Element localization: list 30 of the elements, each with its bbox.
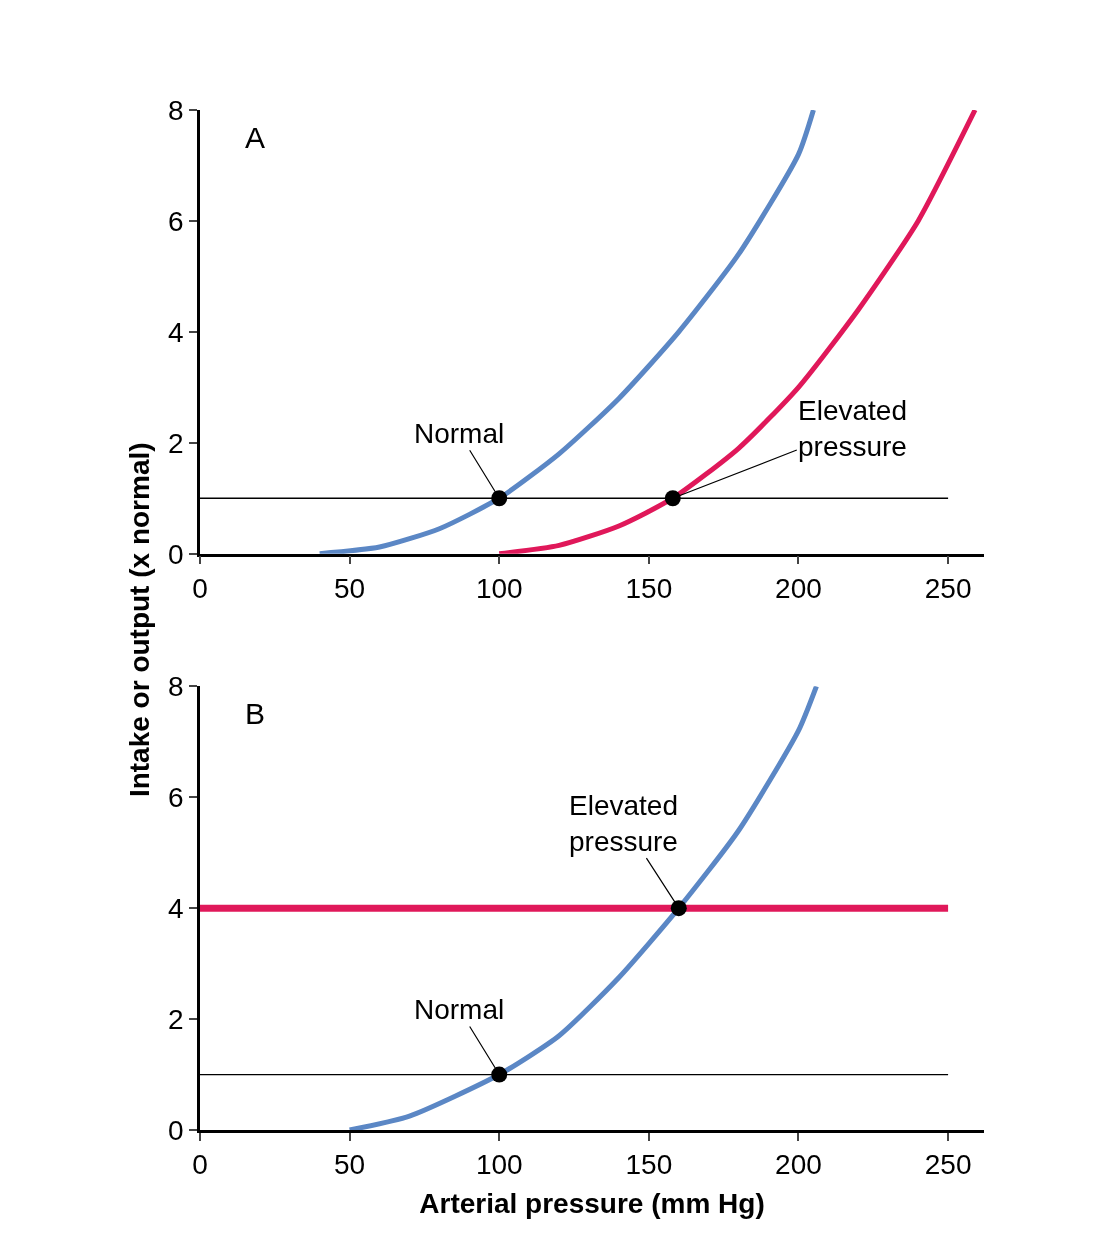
- x-tick-label: 150: [625, 573, 673, 605]
- annotation: Normal: [414, 418, 505, 449]
- x-tick-label: 150: [625, 1149, 673, 1181]
- y-tick-label: 0: [168, 1114, 184, 1146]
- y-tick-label: 8: [168, 94, 184, 126]
- y-tick-label: 6: [168, 782, 184, 814]
- x-tick-label: 0: [192, 573, 208, 605]
- x-tick-label: 200: [775, 1149, 822, 1181]
- x-tick-label: 50: [334, 1149, 366, 1181]
- y-tick-label: 8: [168, 671, 184, 703]
- x-tick-label: 0: [192, 1149, 208, 1181]
- x-tick-label: 200: [775, 573, 822, 605]
- annotation: Elevated pressure: [798, 395, 907, 463]
- x-axis-title: Arterial pressure (mm Hg): [419, 1188, 765, 1220]
- x-tick-label: 100: [475, 1149, 523, 1181]
- annotation: Elevated pressure: [569, 790, 678, 858]
- y-axis-title: Intake or output (x normal): [124, 442, 156, 798]
- annotation: B: [245, 697, 266, 730]
- y-tick-label: 4: [168, 316, 184, 348]
- y-tick-label: 6: [168, 205, 184, 237]
- annotation: A: [245, 121, 266, 154]
- y-tick-label: 0: [168, 538, 184, 570]
- x-tick-label: 250: [924, 1149, 972, 1181]
- x-tick-label: 50: [334, 573, 366, 605]
- annotation: Normal: [414, 994, 505, 1025]
- y-tick-label: 2: [168, 1003, 184, 1035]
- y-tick-label: 4: [168, 892, 184, 924]
- x-tick-label: 100: [475, 573, 523, 605]
- y-tick-label: 2: [168, 427, 184, 459]
- x-tick-label: 250: [924, 573, 972, 605]
